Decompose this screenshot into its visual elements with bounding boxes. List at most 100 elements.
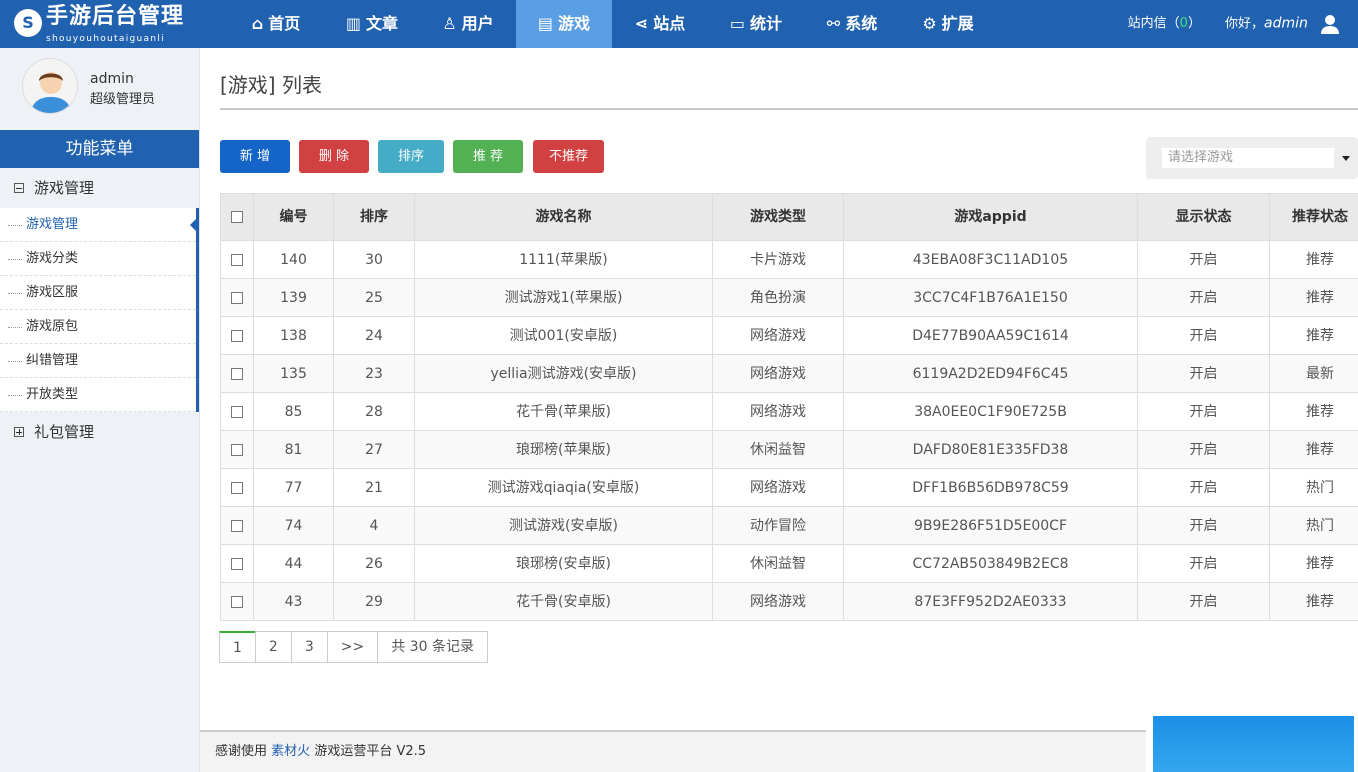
table-row: 140 30 1111(苹果版) 卡片游戏 43EBA08F3C11AD105 开启 推荐 — [220, 240, 1358, 279]
ad-banner-image[interactable] — [1153, 716, 1354, 772]
table-row: 138 24 测试001(安卓版) 网络游戏 D4E77B90AA59C1614 开启 推荐 — [220, 316, 1358, 355]
nav-label: 统计 — [750, 14, 783, 33]
table-cell: 30 — [333, 240, 415, 279]
add-button[interactable]: 新 增 — [220, 140, 290, 173]
delete-button[interactable]: 删 除 — [299, 140, 369, 173]
table-cell: 29 — [333, 582, 415, 621]
table-cell: 网络游戏 — [712, 316, 844, 355]
column-header[interactable]: 游戏appid — [843, 193, 1138, 241]
unrecommend-button[interactable]: 不推荐 — [533, 140, 604, 173]
page-button[interactable]: 3 — [290, 631, 328, 663]
row-checkbox[interactable] — [231, 557, 243, 570]
submenu-item[interactable]: 游戏分类 — [0, 242, 196, 276]
footer-link[interactable]: 素材火 — [271, 744, 311, 759]
messages-close: ） — [1187, 16, 1201, 31]
submenu-item[interactable]: 纠错管理 — [0, 344, 196, 378]
table-cell: 27 — [333, 430, 415, 469]
sort-button[interactable]: 排序 — [378, 140, 444, 173]
row-checkbox[interactable] — [231, 291, 243, 304]
game-select-placeholder[interactable]: 请选择游戏 — [1162, 148, 1334, 168]
table-cell: 6119A2D2ED94F6C45 — [843, 354, 1138, 393]
pagination: 1 2 3 >> 共 30 条记录 — [219, 631, 488, 663]
column-header[interactable]: 排序 — [333, 193, 415, 241]
table-cell: 琅琊榜(安卓版) — [414, 544, 713, 583]
column-header[interactable]: 推荐状态 — [1269, 193, 1358, 241]
menu-group-gift[interactable]: 礼包管理 — [0, 412, 199, 452]
avatar — [22, 58, 78, 114]
table-cell: 琅琊榜(苹果版) — [414, 430, 713, 469]
messages-link[interactable]: 站内信（0） — [1128, 15, 1201, 33]
row-checkbox[interactable] — [231, 595, 243, 608]
user-pin-icon: ♙ — [442, 14, 457, 33]
table-cell: 43EBA08F3C11AD105 — [843, 240, 1138, 279]
select-all-checkbox[interactable] — [231, 211, 243, 223]
column-header[interactable]: 游戏类型 — [712, 193, 844, 241]
column-header[interactable]: 显示状态 — [1137, 193, 1270, 241]
nav-label: 系统 — [845, 14, 878, 33]
recommend-button[interactable]: 推 荐 — [453, 140, 523, 173]
submenu-item[interactable]: 游戏原包 — [0, 310, 196, 344]
page-button[interactable]: 1 — [219, 631, 256, 663]
table-row: 81 27 琅琊榜(苹果版) 休闲益智 DAFD80E81E335FD38 开启 推荐 — [220, 430, 1358, 469]
table-cell: 1111(苹果版) — [414, 240, 713, 279]
column-header[interactable]: 编号 — [253, 193, 334, 241]
table-cell: 花千骨(安卓版) — [414, 582, 713, 621]
table-cell: 139 — [253, 278, 334, 317]
row-select-cell — [220, 278, 254, 317]
row-checkbox[interactable] — [231, 443, 243, 456]
nav-item[interactable]: ♙ 用户 — [420, 0, 516, 48]
page-button[interactable]: >> — [326, 631, 379, 663]
game-select[interactable]: 请选择游戏 — [1146, 137, 1358, 179]
submenu-item[interactable]: 开放类型 — [0, 378, 196, 412]
logo[interactable]: S 手游后台管理 shouyouhoutaiguanli — [14, 4, 204, 46]
row-checkbox[interactable] — [231, 481, 243, 494]
table-cell: 135 — [253, 354, 334, 393]
table-cell: 87E3FF952D2AE0333 — [843, 582, 1138, 621]
logo-mark-icon: S — [14, 9, 42, 37]
page-button[interactable]: 2 — [254, 631, 292, 663]
nav-item[interactable]: ▭ 统计 — [708, 0, 804, 48]
submenu-item[interactable]: 游戏管理 — [0, 208, 199, 242]
table-cell: 85 — [253, 392, 334, 431]
table-cell: 74 — [253, 506, 334, 545]
table-cell: 推荐 — [1269, 392, 1358, 431]
row-checkbox[interactable] — [231, 329, 243, 342]
submenu-item[interactable]: 游戏区服 — [0, 276, 196, 310]
table-cell: 网络游戏 — [712, 582, 844, 621]
greeting: 你好， — [1224, 16, 1264, 32]
nav-item[interactable]: ⚙ 扩展 — [900, 0, 996, 48]
username: admin — [1263, 15, 1308, 32]
table-cell: 开启 — [1137, 278, 1270, 317]
table-cell: 开启 — [1137, 506, 1270, 545]
table-cell: 开启 — [1137, 392, 1270, 431]
home-icon: ⌂ — [251, 14, 264, 33]
table-cell: 开启 — [1137, 240, 1270, 279]
nav-item[interactable]: ⋖ 站点 — [612, 0, 708, 48]
bar-chart-icon: ▥ — [345, 14, 362, 33]
table-cell: 38A0EE0C1F90E725B — [843, 392, 1138, 431]
row-select-cell — [220, 430, 254, 469]
table-cell: 网络游戏 — [712, 392, 844, 431]
caret-down-icon[interactable] — [1342, 156, 1350, 165]
table-cell: 推荐 — [1269, 544, 1358, 583]
nav-item[interactable]: ▥ 文章 — [324, 0, 420, 48]
row-checkbox[interactable] — [231, 519, 243, 532]
table-cell: 开启 — [1137, 316, 1270, 355]
menu-group-game[interactable]: 游戏管理 — [0, 168, 199, 208]
row-checkbox[interactable] — [231, 405, 243, 418]
sidebar: admin 超级管理员 功能菜单 游戏管理 游戏管理 游戏分类 游戏区服 游戏原包 纠错… — [0, 48, 200, 772]
table-cell: 推荐 — [1269, 278, 1358, 317]
footer: 感谢使用 素材火 游戏运营平台 V2.5 — [200, 730, 1146, 772]
nav-item[interactable]: ⚯ 系统 — [804, 0, 900, 48]
table-cell: 25 — [333, 278, 415, 317]
nav-label: 扩展 — [941, 14, 974, 33]
nav-item[interactable]: ⌂ 首页 — [228, 0, 324, 48]
logo-subtitle: shouyouhoutaiguanli — [46, 34, 165, 44]
nav-item[interactable]: ▤ 游戏 — [516, 0, 612, 48]
main-nav: ⌂ 首页 ▥ 文章 ♙ 用户 ▤ 游戏 ⋖ 站点 ▭ 统计 ⚯ 系统 ⚙ 扩展 — [228, 0, 996, 48]
row-checkbox[interactable] — [231, 253, 243, 266]
table-cell: 卡片游戏 — [712, 240, 844, 279]
user-menu[interactable]: 你好，admin — [1225, 14, 1340, 34]
column-header[interactable]: 游戏名称 — [414, 193, 713, 241]
row-checkbox[interactable] — [231, 367, 243, 380]
